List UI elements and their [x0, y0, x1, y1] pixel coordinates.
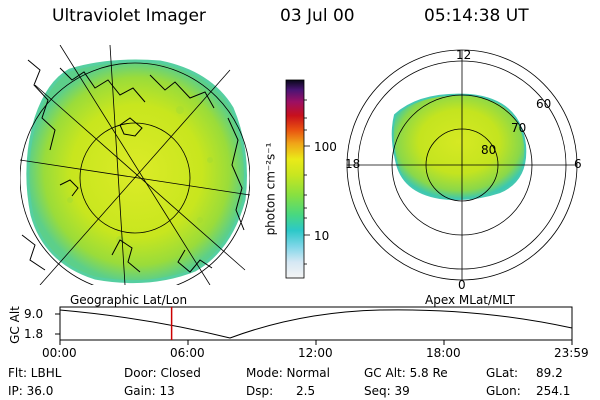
strip-axis-label: GC Alt	[7, 306, 22, 344]
strip-xtick-1200: 12:00	[298, 346, 333, 360]
strip-left-label: Geographic Lat/Lon	[70, 293, 188, 307]
image-date: 03 Jul 00	[280, 6, 355, 26]
colorbar-tick-10: 10	[314, 229, 330, 243]
color-bar	[285, 79, 310, 279]
mlt-label-18: 18	[345, 157, 361, 171]
info-gain: Gain: 13	[124, 384, 175, 398]
info-dsp-value: 2.5	[296, 384, 316, 398]
polar-plot	[346, 49, 578, 281]
info-gc-alt: GC Alt: 5.8 Re	[364, 366, 448, 380]
mlat-label-70: 70	[511, 121, 527, 135]
strip-xtick-0000: 00:00	[42, 346, 77, 360]
colorbar-unit-label: photon cm⁻²s⁻¹	[263, 142, 278, 236]
strip-ytick-high: 9.0	[24, 307, 44, 321]
info-glon-value: 254.1	[536, 384, 571, 398]
strip-xtick-2359: 23:59	[554, 346, 589, 360]
mlt-label-0: 0	[458, 278, 466, 292]
info-door: Door: Closed	[124, 366, 201, 380]
info-glon-label: GLon:	[486, 384, 521, 398]
colorbar-tick-100: 100	[314, 140, 337, 154]
info-dsp-label: Dsp:	[246, 384, 274, 398]
app-title: Ultraviolet Imager	[52, 6, 206, 26]
mlt-label-6: 6	[574, 157, 582, 171]
info-mode: Mode: Normal	[246, 366, 330, 380]
info-ip: IP: 36.0	[8, 384, 54, 398]
strip-xtick-1800: 18:00	[426, 346, 461, 360]
mlat-label-60: 60	[536, 97, 552, 111]
strip-xtick-0600: 06:00	[170, 346, 205, 360]
info-seq: Seq: 39	[364, 384, 410, 398]
mlat-label-80: 80	[481, 143, 497, 157]
strip-right-label: Apex MLat/MLT	[425, 293, 515, 307]
strip-ytick-low: 1.8	[24, 327, 44, 341]
altitude-strip	[55, 306, 573, 345]
geographic-image	[20, 45, 250, 285]
info-glat-value: 89.2	[536, 366, 563, 380]
mlt-label-12: 12	[456, 48, 472, 62]
info-glat-label: GLat:	[486, 366, 519, 380]
info-filter: Flt: LBHL	[8, 366, 62, 380]
image-time: 05:14:38 UT	[424, 6, 529, 26]
